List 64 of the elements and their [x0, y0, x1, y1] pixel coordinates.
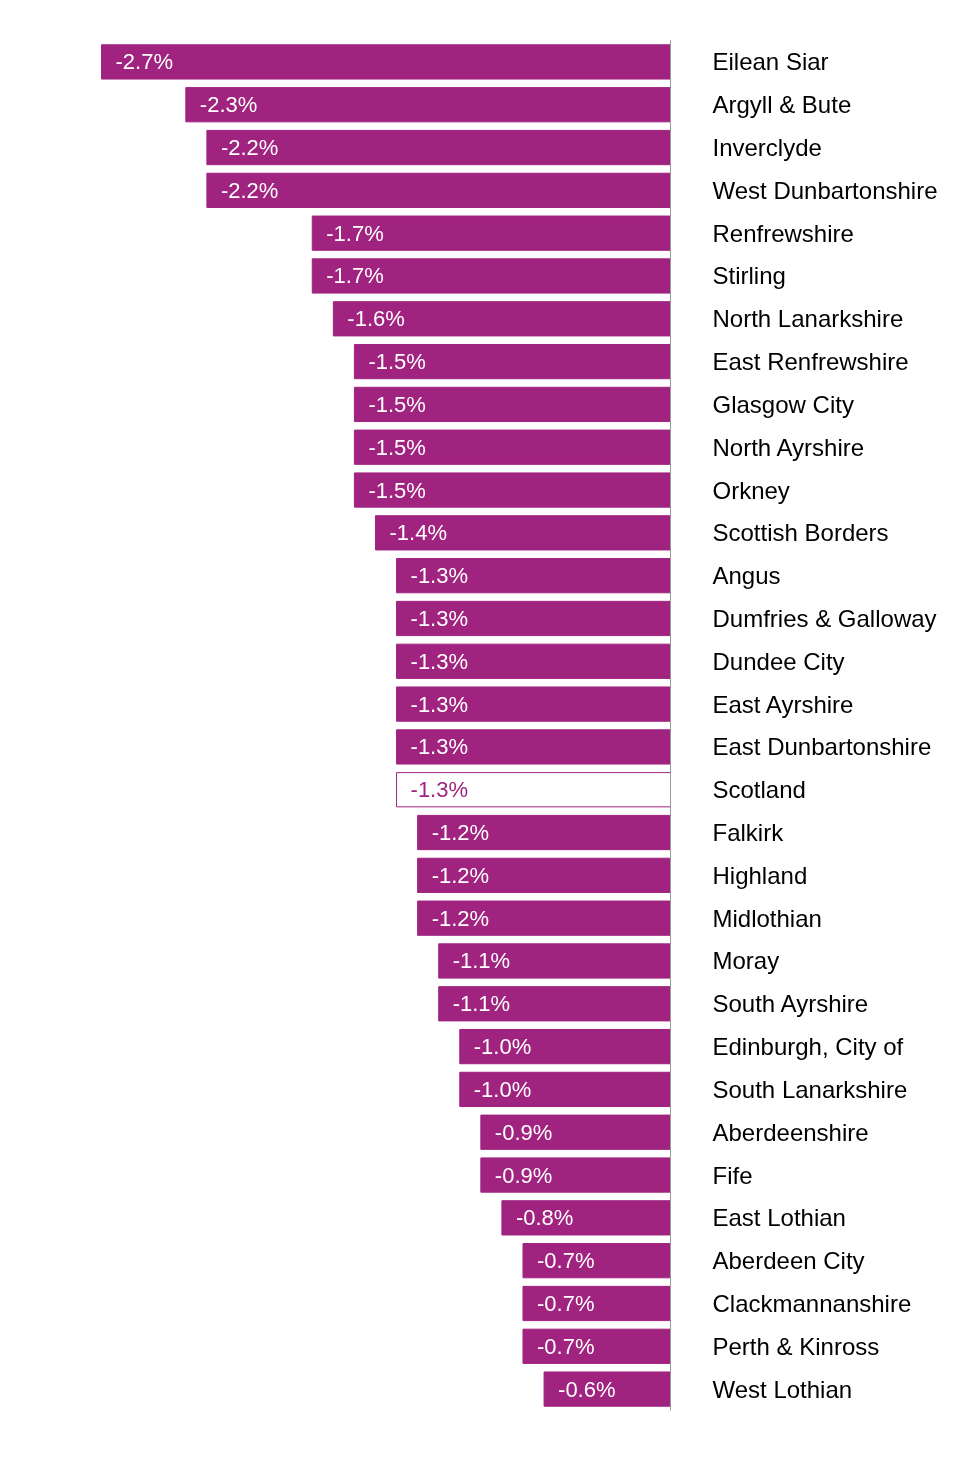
y-tick-label: Edinburgh, City of	[712, 1033, 904, 1061]
data-label: -1.2%	[431, 862, 490, 888]
y-tick-label: West Dunbartonshire	[712, 176, 938, 204]
y-tick-label: East Ayrshire	[712, 690, 854, 718]
data-label: -1.1%	[452, 948, 511, 974]
y-tick-label: Angus	[712, 562, 781, 590]
y-tick-label: Renfrewshire	[712, 219, 854, 247]
y-tick-label: Argyll & Bute	[712, 91, 852, 119]
y-tick-label: Midlothian	[712, 904, 822, 932]
y-tick-label: South Lanarkshire	[712, 1075, 908, 1103]
y-tick-label: Fife	[712, 1161, 753, 1189]
y-tick-label: West Lothian	[712, 1375, 853, 1403]
y-tick-label: Inverclyde	[712, 134, 822, 162]
data-label: -1.5%	[368, 349, 426, 375]
y-tick-label: Stirling	[712, 262, 786, 290]
data-label: -1.6%	[347, 306, 405, 332]
data-label: -0.8%	[515, 1205, 574, 1231]
y-tick-label: East Dunbartonshire	[712, 733, 932, 761]
data-label: -0.7%	[536, 1290, 595, 1316]
data-label: -1.0%	[473, 1034, 532, 1060]
y-tick-label: Aberdeen City	[712, 1247, 865, 1275]
data-label: -0.7%	[536, 1248, 595, 1274]
y-tick-label: North Ayrshire	[712, 433, 865, 461]
data-label: -2.3%	[199, 92, 258, 118]
y-tick-label: Highland	[712, 861, 808, 889]
data-label: -0.9%	[494, 1162, 553, 1188]
data-label: -1.1%	[452, 991, 511, 1017]
y-tick-label: Dundee City	[712, 647, 845, 675]
y-tick-label: Scottish Borders	[712, 519, 889, 547]
data-label: -1.5%	[368, 434, 426, 460]
data-label: -2.2%	[220, 135, 279, 161]
y-tick-label: East Lothian	[712, 1204, 846, 1232]
data-label: -2.2%	[220, 177, 279, 203]
y-tick-label: East Renfrewshire	[712, 348, 909, 376]
y-tick-label: Aberdeenshire	[712, 1118, 869, 1146]
data-label: -1.3%	[410, 734, 469, 760]
data-label: -1.3%	[410, 648, 469, 674]
data-label: -0.6%	[558, 1376, 616, 1402]
data-label: -1.5%	[368, 391, 426, 417]
y-tick-label: Clackmannanshire	[712, 1289, 912, 1317]
data-label: -1.5%	[368, 477, 426, 503]
data-label: -1.3%	[410, 777, 469, 803]
y-tick-label: Scotland	[712, 776, 806, 804]
y-tick-label: Eilean Siar	[712, 48, 829, 76]
y-tick-label: Dumfries & Galloway	[712, 604, 937, 632]
data-label: -1.2%	[431, 820, 490, 846]
data-label: -1.3%	[410, 563, 469, 589]
y-tick-label: Moray	[712, 947, 780, 975]
data-label: -2.7%	[115, 49, 174, 75]
y-tick-label: Glasgow City	[712, 390, 854, 418]
data-label: -0.9%	[494, 1119, 553, 1145]
data-label: -1.0%	[473, 1076, 532, 1102]
y-tick-label: South Ayrshire	[712, 990, 869, 1018]
data-label: -1.3%	[410, 691, 469, 717]
y-tick-label: Perth & Kinross	[712, 1332, 880, 1360]
data-label: -1.2%	[431, 905, 490, 931]
data-label: -1.4%	[389, 520, 447, 546]
data-label: -1.7%	[326, 220, 384, 246]
y-tick-label: Orkney	[712, 476, 790, 504]
data-label: -1.3%	[410, 605, 469, 631]
y-tick-label: Falkirk	[712, 819, 785, 847]
data-label: -1.7%	[326, 263, 384, 289]
y-tick-label: North Lanarkshire	[712, 305, 904, 333]
data-label: -0.7%	[536, 1333, 595, 1359]
